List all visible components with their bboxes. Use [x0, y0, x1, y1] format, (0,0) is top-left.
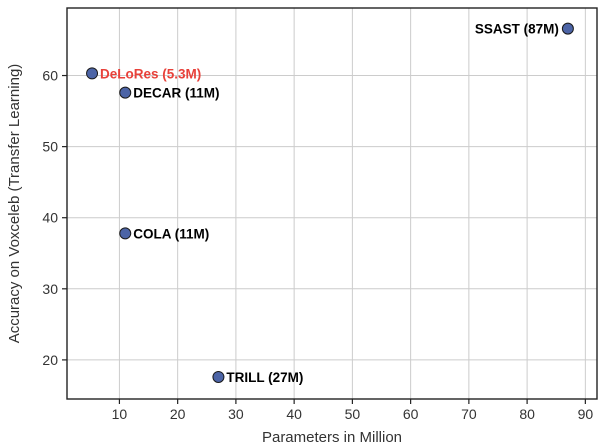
point-label: DECAR (11M): [133, 86, 219, 101]
x-tick-label: 10: [112, 406, 128, 422]
data-point: [86, 67, 99, 80]
point-label: SSAST (87M): [475, 22, 559, 37]
x-tick-label: 60: [403, 406, 419, 422]
x-tick-label: 90: [578, 406, 594, 422]
x-tick-label: 20: [170, 406, 186, 422]
point-label: COLA (11M): [133, 226, 209, 241]
plot-frame: [66, 7, 598, 400]
point-label: TRILL (27M): [226, 370, 303, 385]
x-tick-label: 80: [519, 406, 535, 422]
data-point: [119, 86, 132, 99]
data-point: [212, 370, 225, 383]
axis-ticks: 10 20 30 40 50 60 70 80 90 20 30 40 50 60: [42, 68, 593, 422]
grid: [67, 8, 597, 399]
data-points: DeLoRes (5.3M) DECAR (11M) COLA (11M) TRILL…: [86, 22, 574, 385]
x-tick-label: 40: [286, 406, 302, 422]
x-tick-label: 70: [461, 406, 477, 422]
y-tick-label: 40: [42, 210, 58, 226]
x-axis-label: Parameters in Million: [262, 429, 402, 446]
y-tick-label: 30: [42, 281, 58, 297]
y-axis-label: Accuracy on Voxceleb (Transfer Learning): [6, 64, 23, 344]
y-tick-label: 60: [42, 68, 58, 84]
y-tick-label: 50: [42, 139, 58, 155]
y-tick-label: 20: [42, 352, 58, 368]
data-point: [561, 22, 574, 35]
data-point: [119, 227, 132, 240]
x-tick-label: 50: [345, 406, 361, 422]
point-label: DeLoRes (5.3M): [100, 66, 201, 81]
x-tick-label: 30: [228, 406, 244, 422]
